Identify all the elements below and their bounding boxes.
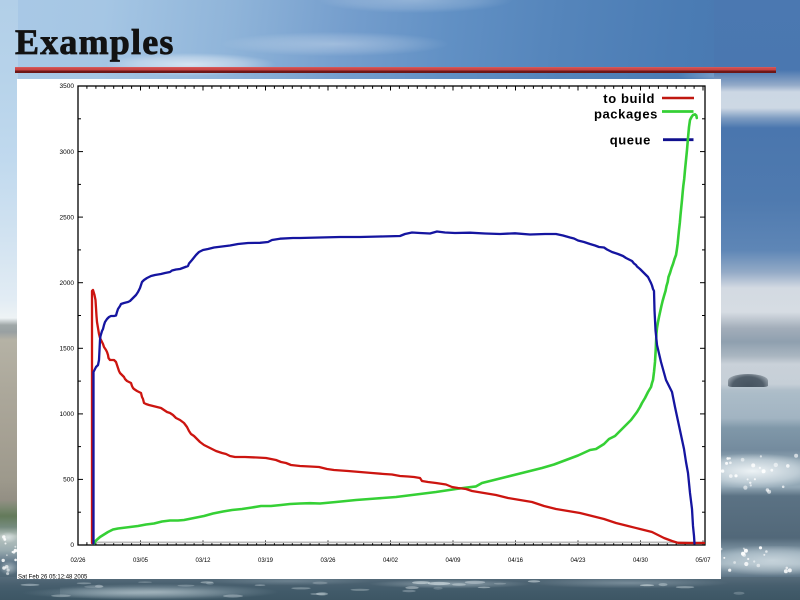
svg-text:03/19: 03/19 <box>258 558 274 564</box>
svg-text:04/16: 04/16 <box>508 558 524 564</box>
svg-text:0: 0 <box>70 542 74 549</box>
svg-text:3000: 3000 <box>60 149 75 156</box>
svg-text:04/02: 04/02 <box>383 558 399 564</box>
svg-text:04/30: 04/30 <box>633 558 649 564</box>
svg-text:1500: 1500 <box>60 346 75 353</box>
svg-text:queue: queue <box>610 133 651 148</box>
svg-text:03/05: 03/05 <box>133 558 149 564</box>
svg-text:to build: to build <box>603 91 655 106</box>
svg-text:Sat Feb 26 05:12:48 2005: Sat Feb 26 05:12:48 2005 <box>18 575 88 581</box>
svg-text:02/26: 02/26 <box>70 558 86 564</box>
svg-text:04/23: 04/23 <box>570 558 586 564</box>
svg-text:500: 500 <box>63 477 74 484</box>
svg-text:05/07: 05/07 <box>695 558 711 564</box>
svg-text:packages: packages <box>594 107 658 122</box>
svg-text:03/12: 03/12 <box>195 558 211 564</box>
svg-text:03/26: 03/26 <box>320 558 336 564</box>
svg-text:2000: 2000 <box>60 280 75 287</box>
svg-text:3500: 3500 <box>60 83 75 90</box>
svg-text:04/09: 04/09 <box>445 558 461 564</box>
svg-text:2500: 2500 <box>60 214 75 221</box>
svg-text:1000: 1000 <box>60 411 75 418</box>
